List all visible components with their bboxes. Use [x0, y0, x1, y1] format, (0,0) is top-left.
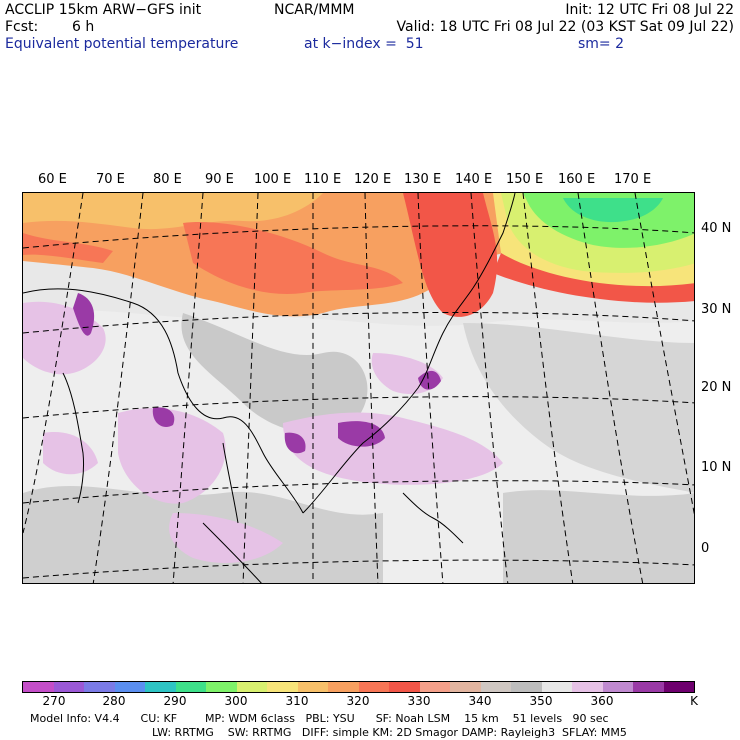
lat-label: 10 N	[701, 460, 732, 475]
organization-label: NCAR/MMM	[274, 2, 355, 18]
lat-label: 30 N	[701, 302, 732, 317]
colorbar-swatch	[541, 682, 572, 692]
lon-label: 150 E	[506, 172, 544, 187]
colorbar-swatch	[602, 682, 633, 692]
colorbar-swatch	[114, 682, 145, 692]
valid-time: Valid: 18 UTC Fri 08 Jul 22 (03 KST Sat …	[396, 19, 734, 35]
colorbar-label: 360	[590, 694, 614, 708]
lon-label: 130 E	[404, 172, 442, 187]
map-panel	[22, 192, 695, 584]
colorbar-swatch	[267, 682, 298, 692]
forecast-label: Fcst:	[5, 19, 39, 35]
colorbar-label: 320	[346, 694, 370, 708]
colorbar-swatch	[480, 682, 511, 692]
lon-label: 160 E	[558, 172, 596, 187]
colorbar-unit: K	[690, 694, 698, 708]
colorbar-swatch	[175, 682, 206, 692]
colorbar-label: 330	[407, 694, 431, 708]
colorbar-swatch	[633, 682, 664, 692]
lon-label: 90 E	[205, 172, 234, 187]
physics-info-line: LW: RRTMG SW: RRTMG DIFF: simple KM: 2D …	[152, 726, 627, 739]
lon-label: 120 E	[354, 172, 392, 187]
lon-label: 100 E	[254, 172, 292, 187]
colorbar-swatch	[236, 682, 267, 692]
colorbar-label: 310	[285, 694, 309, 708]
theta-e-field	[23, 193, 694, 583]
level-index: at k−index = 51	[304, 36, 424, 52]
colorbar-swatch	[206, 682, 237, 692]
lon-label: 110 E	[304, 172, 342, 187]
lon-label: 60 E	[38, 172, 67, 187]
colorbar-swatch	[53, 682, 84, 692]
colorbar-swatch	[145, 682, 176, 692]
colorbar-label: 290	[163, 694, 187, 708]
init-time: Init: 12 UTC Fri 08 Jul 22	[565, 2, 734, 18]
colorbar-label: 340	[468, 694, 492, 708]
colorbar-label: 300	[224, 694, 248, 708]
model-title: ACCLIP 15km ARW−GFS init	[5, 2, 202, 18]
field-name: Equivalent potential temperature	[5, 36, 239, 52]
colorbar-label: 270	[42, 694, 66, 708]
colorbar-swatch	[328, 682, 359, 692]
lon-label: 80 E	[153, 172, 182, 187]
lon-label: 70 E	[96, 172, 125, 187]
colorbar-swatch	[511, 682, 542, 692]
lon-label: 140 E	[455, 172, 493, 187]
colorbar	[22, 681, 695, 693]
colorbar-swatch	[572, 682, 603, 692]
lat-label: 0	[701, 541, 710, 556]
model-info-line: Model Info: V4.4 CU: KF MP: WDM 6class P…	[30, 712, 609, 725]
lon-label: 170 E	[614, 172, 652, 187]
colorbar-swatch	[663, 682, 694, 692]
colorbar-label: 280	[102, 694, 126, 708]
colorbar-swatch	[389, 682, 420, 692]
colorbar-label: 350	[529, 694, 553, 708]
lat-label: 40 N	[701, 221, 732, 236]
colorbar-swatch	[358, 682, 389, 692]
colorbar-swatch	[297, 682, 328, 692]
colorbar-swatch	[419, 682, 450, 692]
lat-label: 20 N	[701, 380, 732, 395]
colorbar-swatch	[450, 682, 481, 692]
smoothing-value: sm= 2	[578, 36, 625, 52]
colorbar-swatch	[23, 682, 54, 692]
colorbar-swatch	[84, 682, 115, 692]
forecast-hours: 6 h	[72, 19, 95, 35]
